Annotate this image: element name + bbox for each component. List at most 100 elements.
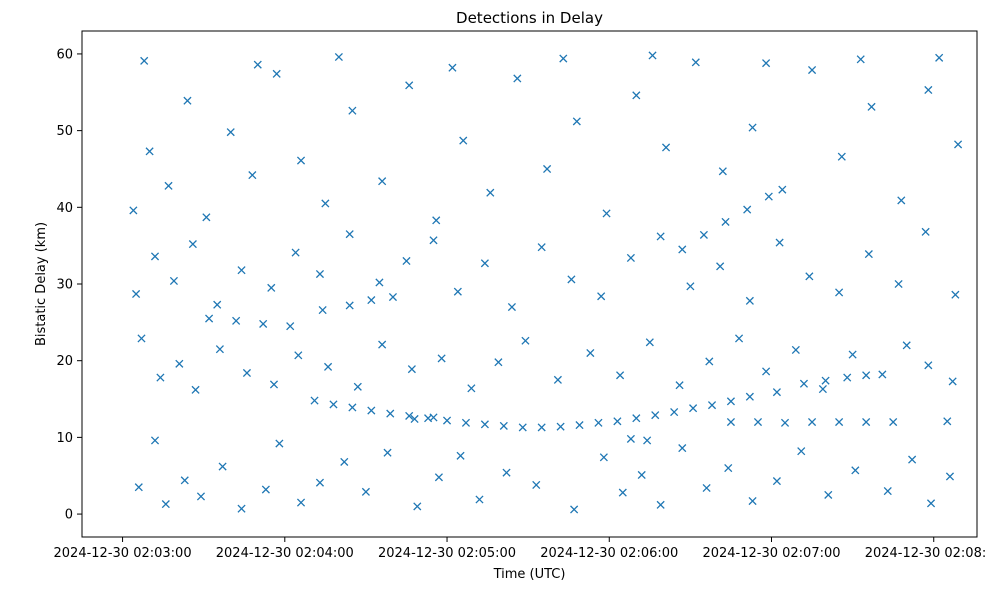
data-point: [437, 354, 446, 363]
data-point: [161, 500, 170, 509]
data-point: [637, 470, 646, 480]
x-tick-label: 2024-12-30 02:05:00: [378, 546, 516, 561]
data-point: [618, 488, 627, 497]
data-point: [921, 227, 930, 236]
x-tick-label: 2024-12-30 02:07:00: [702, 546, 840, 561]
data-point: [945, 472, 955, 481]
data-point: [772, 477, 781, 486]
data-point: [764, 192, 773, 201]
data-point: [267, 283, 276, 292]
data-point: [232, 316, 241, 325]
x-tick-label: 2024-12-30 02:04:00: [216, 546, 354, 561]
data-point: [202, 213, 211, 222]
data-point: [902, 341, 911, 350]
data-point: [205, 314, 214, 323]
data-point: [461, 418, 471, 427]
data-point: [413, 502, 422, 511]
data-point: [218, 462, 227, 471]
data-point: [345, 230, 354, 239]
data-point: [388, 292, 398, 302]
data-point: [948, 377, 957, 386]
data-point: [745, 296, 754, 305]
data-point: [889, 417, 898, 427]
data-point: [791, 345, 800, 355]
data-point: [867, 102, 876, 111]
data-point: [188, 240, 197, 249]
data-point: [348, 403, 357, 412]
data-point: [656, 232, 665, 241]
data-point: [253, 60, 262, 69]
data-point: [242, 368, 251, 378]
y-tick-label: 0: [65, 508, 73, 523]
data-point: [808, 65, 817, 75]
data-point: [353, 382, 362, 391]
data-point: [291, 248, 300, 257]
data-point: [553, 375, 562, 384]
data-point: [537, 243, 546, 252]
data-point: [367, 406, 376, 415]
data-point: [753, 417, 763, 427]
data-point: [375, 278, 384, 287]
data-point: [699, 230, 708, 239]
data-point: [926, 499, 936, 508]
chart-title: Detections in Delay: [456, 9, 603, 27]
data-point: [748, 496, 757, 506]
data-point: [835, 288, 844, 297]
data-point: [134, 483, 143, 492]
data-point: [140, 56, 149, 65]
data-point: [467, 384, 476, 393]
data-point: [835, 417, 844, 427]
data-point: [856, 55, 865, 64]
data-point: [407, 365, 416, 374]
data-point: [486, 188, 495, 197]
data-point: [908, 455, 917, 464]
data-point: [537, 423, 546, 432]
data-point: [643, 436, 652, 445]
data-point: [324, 362, 333, 371]
data-point: [315, 269, 325, 279]
data-point: [367, 296, 376, 305]
data-point: [196, 492, 206, 501]
data-point: [594, 418, 603, 427]
y-tick-label: 50: [56, 124, 73, 139]
x-axis-label: Time (UTC): [493, 567, 566, 582]
data-point: [442, 416, 452, 425]
data-point: [453, 287, 462, 296]
data-point: [862, 417, 871, 427]
y-axis: 0 10 20 30 40 50 60: [56, 47, 82, 523]
data-point: [226, 128, 235, 137]
y-tick-label: 10: [56, 431, 73, 446]
y-tick-label: 30: [56, 278, 73, 293]
data-point: [848, 350, 857, 359]
data-point: [648, 51, 657, 60]
data-point: [878, 370, 887, 379]
data-point: [570, 505, 579, 514]
data-point: [602, 209, 611, 218]
data-point: [675, 381, 684, 390]
data-point: [686, 282, 695, 291]
data-point: [718, 167, 727, 176]
data-point: [851, 466, 860, 475]
data-point: [862, 371, 871, 380]
data-point: [724, 464, 733, 473]
data-point: [616, 371, 625, 380]
data-point: [456, 451, 465, 460]
data-point: [156, 373, 165, 382]
data-point: [678, 444, 687, 453]
data-point: [632, 91, 641, 100]
data-point: [518, 423, 527, 432]
data-point: [597, 292, 606, 301]
data-point: [897, 196, 906, 205]
data-point: [575, 421, 584, 430]
data-point: [434, 473, 443, 482]
data-point: [808, 417, 817, 427]
data-point: [799, 379, 809, 388]
data-point: [702, 483, 711, 493]
y-axis-label: Bistatic Delay (km): [34, 222, 49, 346]
data-point: [402, 256, 411, 266]
data-point: [734, 334, 744, 343]
x-tick-label: 2024-12-30 02:06:00: [540, 546, 678, 561]
data-point: [410, 414, 419, 424]
